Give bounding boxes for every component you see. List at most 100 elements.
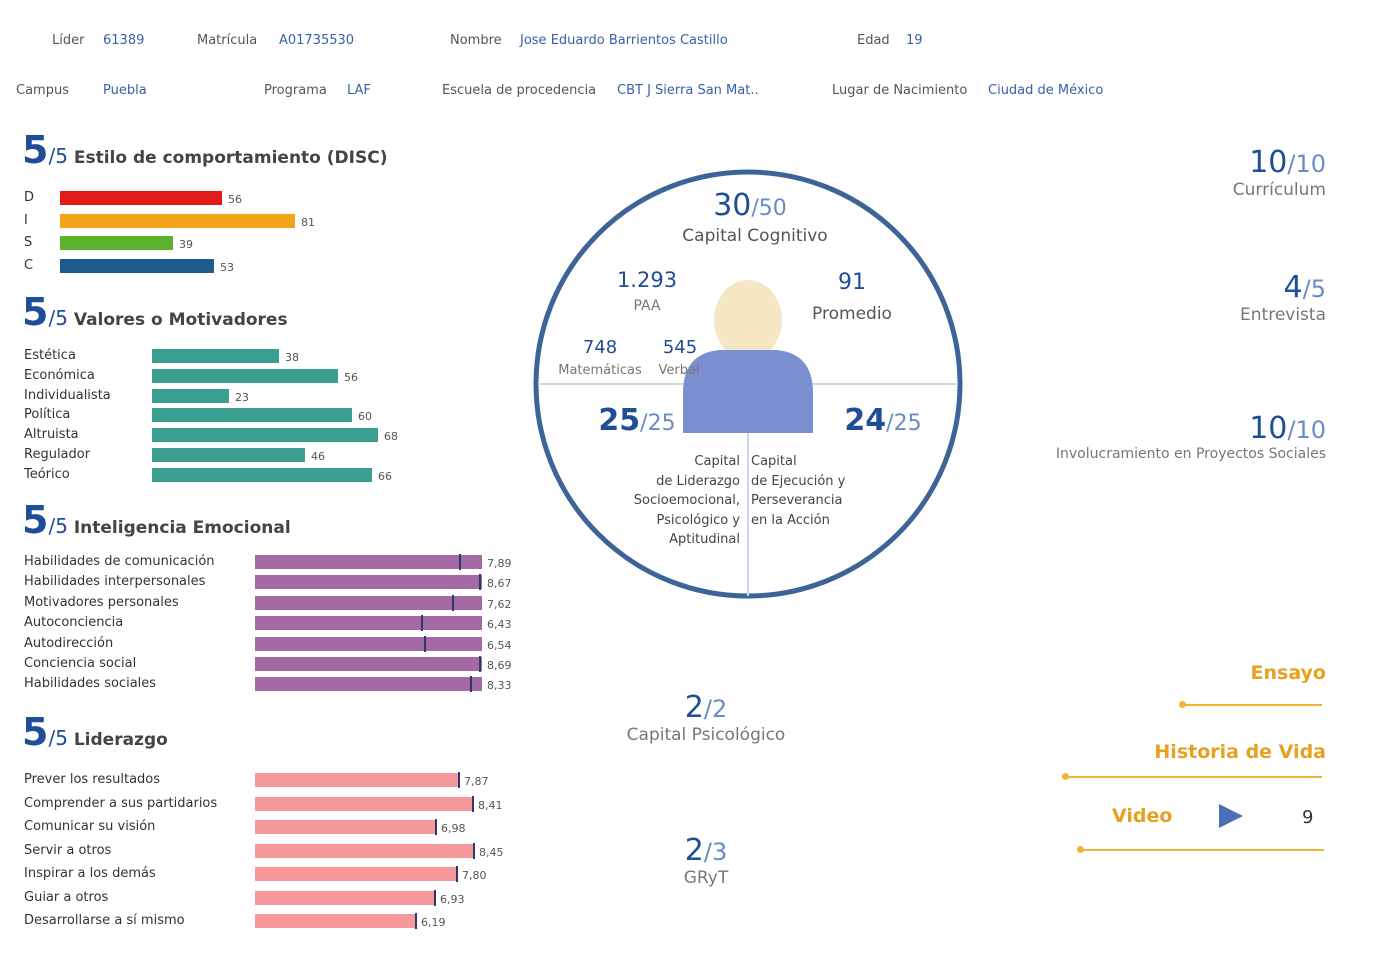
valores-bar: [152, 368, 338, 383]
gryt-d: /3: [703, 838, 728, 866]
verbal-value: 545: [662, 337, 698, 358]
liderazgo-row-label: Servir a otros: [24, 842, 112, 858]
liderazgo-bar: [255, 796, 472, 811]
emocional-row-label: Autodirección: [24, 635, 114, 651]
liderazgo-title: 5/5 Liderazgo: [22, 710, 168, 754]
liderazgo-bar-value: 8,41: [478, 798, 503, 812]
emocional-marker: [470, 676, 472, 693]
liderazgo-capital-label: Capital de Liderazgo Socioemocional, Psi…: [600, 452, 740, 550]
proyectos-score: 10/10 Involucramiento en Proyectos Socia…: [1056, 411, 1326, 462]
ejecucion-n: 24: [844, 403, 887, 438]
emocional-title-text: Inteligencia Emocional: [73, 518, 291, 538]
video-link[interactable]: Video: [1112, 805, 1173, 827]
liderazgo-row-label: Desarrollarse a sí mismo: [24, 913, 185, 928]
valores-bar-value: 38: [285, 351, 299, 364]
edad-label: Edad: [857, 33, 890, 48]
ejecucion-line: en la Acción: [751, 512, 830, 528]
lider-label: Líder: [52, 33, 85, 48]
emocional-bar: [255, 595, 482, 610]
historia-link[interactable]: Historia de Vida: [1154, 741, 1326, 763]
gryt-n: 2: [684, 833, 704, 868]
capital-circle: [533, 169, 963, 599]
emocional-row-label: Habilidades sociales: [24, 676, 157, 692]
liderazgo-bar: [255, 867, 456, 881]
valores-bar-value: 46: [311, 450, 325, 463]
disc-bar-value: 53: [220, 260, 234, 274]
valores-title-text: Valores o Motivadores: [73, 310, 288, 330]
cognitivo-score-n: 30: [713, 188, 752, 223]
emocional-bar: [255, 677, 482, 692]
liderazgo-marker: [472, 795, 474, 812]
escuela-label: Escuela de procedencia: [442, 83, 597, 98]
liderazgo-score: 5: [22, 710, 49, 754]
programa-label: Programa: [264, 83, 327, 98]
entrevista-score: 4/5 Entrevista: [1240, 270, 1326, 325]
liderazgo-capital-line: Capital: [694, 454, 740, 469]
disc-denom: /5: [48, 144, 68, 168]
emocional-row-label: Motivadores personales: [24, 594, 179, 610]
disc-row-label: D: [24, 190, 35, 205]
liderazgo-capital-line: Psicológico y: [656, 512, 740, 528]
lider-value: 61389: [103, 33, 145, 48]
proyectos-label: Involucramiento en Proyectos Sociales: [1055, 446, 1326, 462]
ensayo-line: [1182, 704, 1322, 706]
nombre-value: Jose Eduardo Barrientos Castillo: [520, 33, 728, 48]
liderazgo-row-label: Inspirar a los demás: [24, 866, 156, 881]
emocional-bar: [255, 616, 482, 631]
emocional-bar: [255, 657, 482, 671]
psicologico-n: 2: [684, 690, 704, 725]
paa-label: PAA: [633, 298, 661, 314]
liderazgo-row-label: Prever los resultados: [24, 772, 161, 787]
liderazgo-bar-value: 7,87: [464, 775, 489, 788]
liderazgo-marker: [434, 889, 436, 906]
cognitivo-score-d: /50: [751, 196, 787, 221]
emocional-bar: [255, 555, 482, 569]
valores-row-label: Política: [24, 407, 71, 423]
liderazgo-bar-value: 6,93: [440, 892, 465, 906]
proyectos-n: 10: [1249, 411, 1288, 446]
emocional-bar-value: 7,62: [487, 597, 512, 611]
emocional-row-label: Habilidades interpersonales: [24, 574, 206, 590]
curriculum-score: 10/10 Currículum: [1233, 145, 1326, 200]
valores-bar-value: 23: [235, 390, 249, 404]
valores-score: 5: [22, 290, 49, 334]
valores-bar: [152, 467, 372, 482]
disc-bar: [60, 258, 214, 273]
entrevista-label: Entrevista: [1240, 305, 1326, 325]
emocional-marker: [479, 656, 481, 672]
emocional-denom: /5: [48, 514, 68, 538]
disc-score: 5: [22, 128, 49, 172]
emocional-title: 5/5 Inteligencia Emocional: [22, 498, 291, 542]
psicologico-d: /2: [703, 695, 728, 723]
cognitivo-label: Capital Cognitivo: [682, 226, 828, 246]
emocional-row-label: Conciencia social: [24, 656, 137, 671]
disc-row-label: I: [24, 212, 28, 228]
disc-bar-value: 81: [301, 215, 315, 229]
liderazgo-marker: [473, 842, 475, 859]
entrevista-n: 4: [1283, 270, 1303, 305]
disc-row-label: C: [24, 257, 34, 273]
matematicas-value: 748: [582, 337, 618, 358]
valores-row-label: Regulador: [24, 447, 91, 462]
liderazgo-marker: [435, 819, 437, 835]
disc-bar-value: 56: [228, 193, 242, 206]
ensayo-link[interactable]: Ensayo: [1250, 662, 1327, 684]
valores-row-label: Económica: [24, 367, 95, 383]
matricula-value: A01735530: [279, 33, 355, 48]
valores-bar: [152, 349, 279, 363]
valores-bar: [152, 428, 378, 443]
liderazgo-marker: [456, 866, 458, 882]
liderazgo-bar-value: 6,98: [441, 822, 466, 835]
emocional-marker: [452, 594, 454, 611]
programa-value: LAF: [347, 83, 371, 98]
psicologico-score: 2/2 Capital Psicológico: [596, 690, 816, 745]
lugar-value: Ciudad de México: [988, 83, 1104, 98]
valores-denom: /5: [48, 306, 68, 330]
valores-row-label: Altruista: [24, 427, 79, 443]
liderazgo-bar-value: 8,45: [479, 845, 504, 859]
play-icon[interactable]: [1217, 803, 1245, 829]
valores-row-label: Estética: [24, 348, 76, 363]
disc-bar: [60, 236, 173, 250]
liderazgo-capital-line: Aptitudinal: [669, 532, 740, 547]
gryt-score: 2/3 GRyT: [646, 833, 766, 888]
